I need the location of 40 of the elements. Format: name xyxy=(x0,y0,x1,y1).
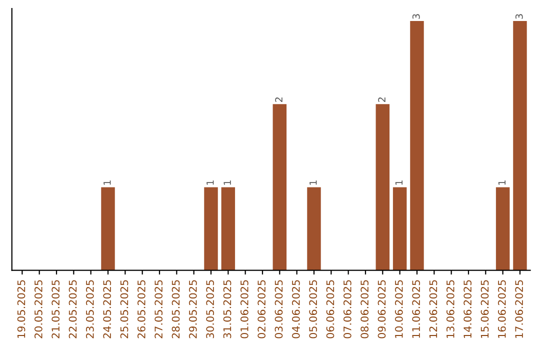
x-tick-label: 07.06.2025 xyxy=(343,280,352,338)
x-tick-label: 31.05.2025 xyxy=(223,280,232,338)
x-tick-label: 03.06.2025 xyxy=(274,280,283,338)
data-label: 1 xyxy=(310,180,317,185)
x-tick-label: 05.06.2025 xyxy=(309,280,318,338)
x-tick-label: 23.05.2025 xyxy=(86,280,94,338)
x-tick-label: 01.06.2025 xyxy=(240,280,248,338)
data-label: 3 xyxy=(515,14,523,19)
x-tick-label: 27.05.2025 xyxy=(154,280,163,338)
data-label: 1 xyxy=(224,180,231,185)
x-tick-label: 20.05.2025 xyxy=(34,280,42,338)
x-tick-label: 28.05.2025 xyxy=(172,280,180,338)
x-tick-label: 16.06.2025 xyxy=(498,280,506,338)
x-tick-label: 30.05.2025 xyxy=(206,280,214,338)
x-tick-label: 13.06.2025 xyxy=(446,280,454,338)
x-tick-label: 26.05.2025 xyxy=(137,280,146,338)
x-tick-label: 29.05.2025 xyxy=(188,280,197,338)
x-tick-label: 19.05.2025 xyxy=(17,280,26,338)
x-tick-label: 24.05.2025 xyxy=(103,280,112,338)
x-tick-label: 22.05.2025 xyxy=(68,280,77,338)
data-label: 1 xyxy=(206,180,214,185)
x-tick-label: 09.06.2025 xyxy=(378,280,386,338)
x-tick-label: 08.06.2025 xyxy=(360,280,369,338)
data-label: 2 xyxy=(378,97,386,102)
data-label: 2 xyxy=(275,97,282,102)
x-tick-label: 25.05.2025 xyxy=(120,280,128,338)
x-tick-label: 15.06.2025 xyxy=(480,280,489,338)
x-tick-label: 17.06.2025 xyxy=(515,280,524,338)
x-tick-label: 14.06.2025 xyxy=(464,280,472,338)
data-label: 1 xyxy=(104,180,111,185)
x-tick-label: 02.06.2025 xyxy=(258,280,266,338)
data-label: 1 xyxy=(395,180,403,185)
x-tick-label: 10.06.2025 xyxy=(394,280,403,338)
x-tick-label: 21.05.2025 xyxy=(52,280,60,338)
x-tick-label: 11.06.2025 xyxy=(412,280,420,338)
x-tick-label: 12.06.2025 xyxy=(429,280,438,338)
x-tick-label: 06.06.2025 xyxy=(326,280,334,338)
x-tick-label: 04.06.2025 xyxy=(292,280,300,338)
data-label: 3 xyxy=(412,14,420,19)
data-label: 1 xyxy=(498,180,506,185)
